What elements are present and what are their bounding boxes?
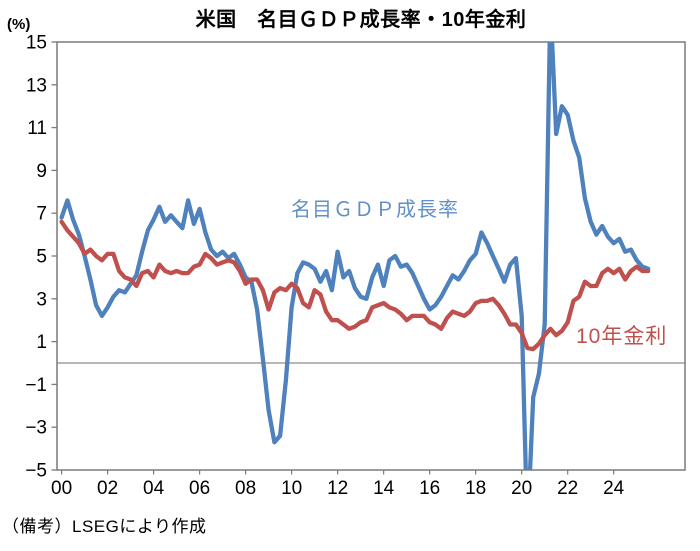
x-tick-label: 22 xyxy=(557,478,578,499)
y-tick-label: 11 xyxy=(27,118,47,139)
y-tick-label: 3 xyxy=(36,289,47,310)
x-tick-label: 00 xyxy=(51,478,72,499)
y-tick-label: 1 xyxy=(36,332,47,353)
yield-series-label: 10年金利 xyxy=(576,325,668,348)
y-tick-label: 13 xyxy=(26,75,47,96)
x-tick-label: 06 xyxy=(189,478,210,499)
gdp-series-label: 名目ＧＤＰ成長率 xyxy=(291,199,459,221)
plot-frame xyxy=(56,41,686,471)
x-tick-label: 08 xyxy=(235,478,256,499)
chart-title: 米国 名目ＧＤＰ成長率・10年金利 xyxy=(195,9,527,31)
x-tick-label: 16 xyxy=(419,478,440,499)
x-tick-label: 02 xyxy=(97,478,118,499)
x-tick-label: 10 xyxy=(281,478,302,499)
x-tick-label: 04 xyxy=(143,478,165,499)
x-tick-label: 14 xyxy=(373,478,395,499)
y-tick-label: −3 xyxy=(25,418,47,439)
y-tick-label: 15 xyxy=(26,33,47,54)
y-tick-label: −5 xyxy=(25,461,47,482)
y-tick-label: 7 xyxy=(36,204,47,225)
nominal-gdp-growth-line xyxy=(59,42,651,470)
y-tick-label: 9 xyxy=(36,161,47,182)
x-tick-label: 12 xyxy=(327,478,348,499)
x-tick-label: 20 xyxy=(511,478,532,499)
y-tick-label: 5 xyxy=(36,247,47,268)
x-tick-label: 24 xyxy=(603,478,625,499)
source-note: （備考）LSEGにより作成 xyxy=(2,517,207,536)
10-year-interest-rate-line xyxy=(59,219,651,352)
x-tick-label: 18 xyxy=(465,478,486,499)
y-tick-label: −1 xyxy=(25,375,47,396)
y-axis-unit-label: (%) xyxy=(7,16,31,33)
